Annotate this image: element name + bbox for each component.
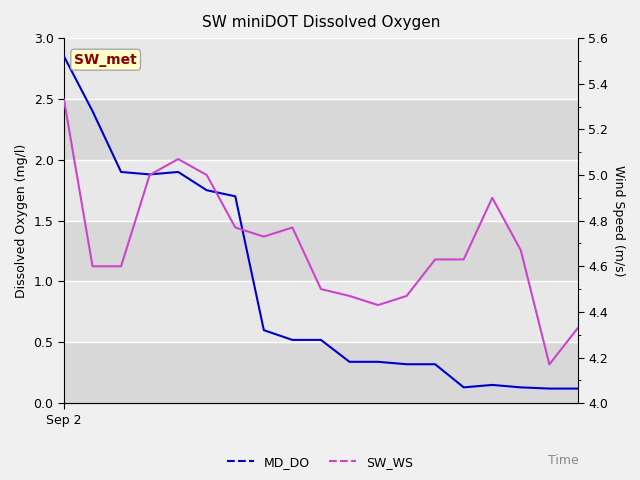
Bar bbox=[64, 281, 578, 342]
Y-axis label: Wind Speed (m/s): Wind Speed (m/s) bbox=[612, 165, 625, 276]
Text: SW_met: SW_met bbox=[74, 53, 137, 67]
Legend: MD_DO, SW_WS: MD_DO, SW_WS bbox=[221, 451, 419, 474]
Bar bbox=[64, 342, 578, 403]
Title: SW miniDOT Dissolved Oxygen: SW miniDOT Dissolved Oxygen bbox=[202, 15, 440, 30]
Bar bbox=[64, 99, 578, 160]
Bar bbox=[64, 160, 578, 221]
Bar bbox=[64, 221, 578, 281]
Bar bbox=[64, 38, 578, 99]
Text: Time: Time bbox=[548, 454, 579, 467]
Y-axis label: Dissolved Oxygen (mg/l): Dissolved Oxygen (mg/l) bbox=[15, 144, 28, 298]
